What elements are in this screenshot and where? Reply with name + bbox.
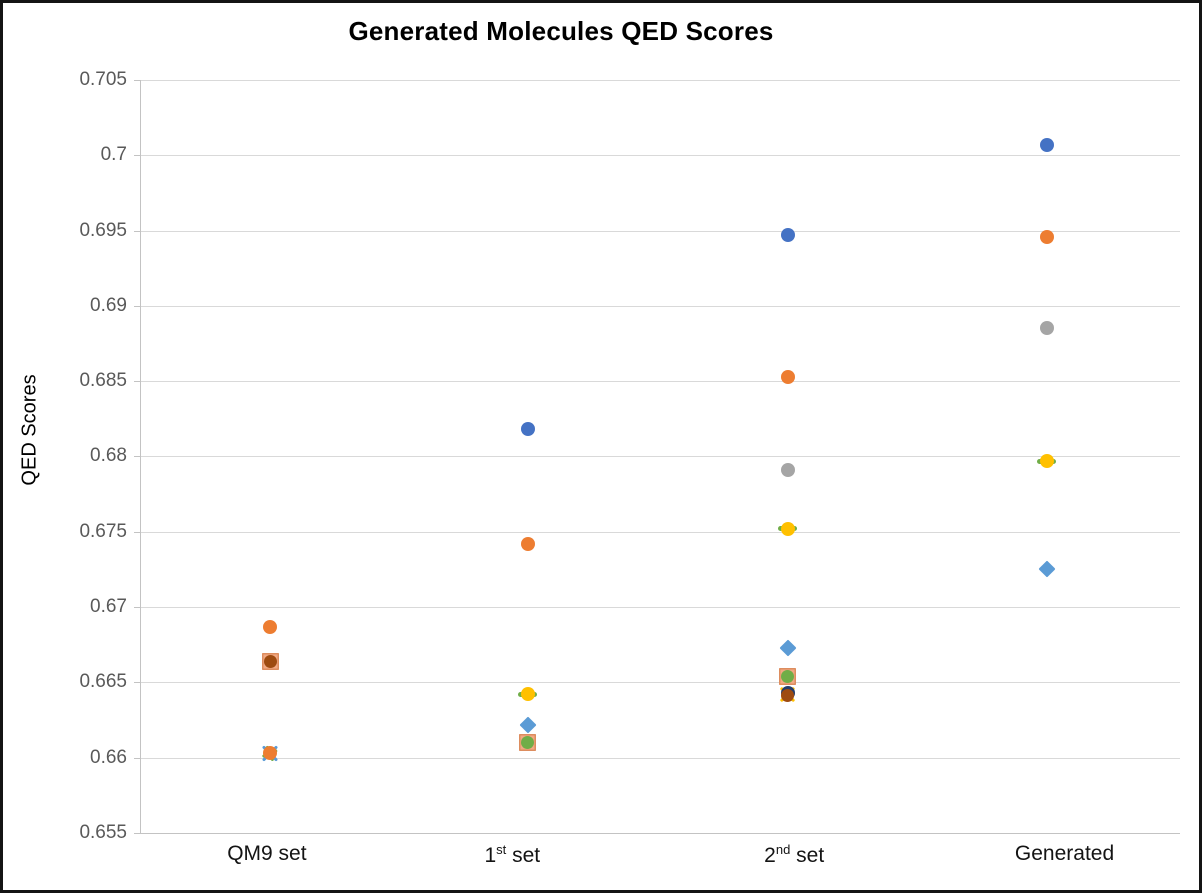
y-axis-tick (134, 607, 140, 608)
circle-marker (781, 669, 795, 683)
y-axis-tick (134, 155, 140, 156)
circle-marker (263, 654, 277, 668)
circle-marker (263, 746, 277, 761)
circle-marker (521, 736, 535, 750)
circle-marker (780, 463, 795, 478)
y-axis-tick (134, 381, 140, 382)
circle-marker (1039, 454, 1054, 469)
x-category-label: Generated (1014, 842, 1115, 865)
gridline (140, 80, 1180, 81)
y-axis-tick (134, 456, 140, 457)
y-axis-tick (134, 306, 140, 307)
y-tick-label: 0.695 (79, 220, 127, 241)
circle-marker (780, 228, 795, 243)
y-tick-label: 0.7 (100, 144, 127, 165)
y-tick-label: 0.66 (90, 747, 127, 768)
gridline (140, 231, 1180, 232)
y-axis-tick (134, 532, 140, 533)
circle-marker (263, 619, 277, 634)
y-tick-label: 0.685 (79, 370, 127, 391)
circle-marker (520, 536, 535, 551)
y-tick-label: 0.68 (90, 445, 127, 466)
gridline (140, 532, 1180, 533)
x-category-label: 1st set (484, 842, 541, 867)
gridline (140, 381, 1180, 382)
y-axis-tick (134, 833, 140, 834)
y-axis-tick (134, 682, 140, 683)
diamond-marker (519, 716, 537, 734)
x-category-label: 2nd set (764, 842, 825, 867)
y-axis-tick (134, 80, 140, 81)
circle-marker (1039, 229, 1054, 244)
circle-marker (780, 369, 795, 384)
x-category-label: QM9 set (227, 842, 307, 865)
circle-marker (1039, 321, 1054, 336)
gridline (140, 758, 1180, 759)
circle-marker (520, 687, 535, 702)
circle-marker (520, 422, 535, 437)
gridline (140, 155, 1180, 156)
y-axis-tick (134, 758, 140, 759)
gridline (140, 682, 1180, 683)
y-tick-label: 0.665 (79, 671, 127, 692)
y-tick-label: 0.67 (90, 596, 127, 617)
y-tick-label: 0.655 (79, 822, 127, 843)
chart-title: Generated Molecules QED Scores (348, 16, 774, 46)
y-tick-label: 0.705 (79, 69, 127, 90)
gridline (140, 306, 1180, 307)
y-tick-label: 0.675 (79, 521, 127, 542)
diamond-marker (1038, 560, 1056, 578)
circle-marker (781, 689, 795, 703)
y-axis-line (140, 80, 141, 834)
y-tick-label: 0.69 (90, 295, 127, 316)
y-axis-tick (134, 231, 140, 232)
x-axis-line (140, 833, 1180, 834)
diamond-marker (779, 639, 797, 657)
gridline (140, 456, 1180, 457)
circle-marker (780, 521, 795, 536)
circle-marker (1039, 137, 1054, 152)
gridline (140, 607, 1180, 608)
